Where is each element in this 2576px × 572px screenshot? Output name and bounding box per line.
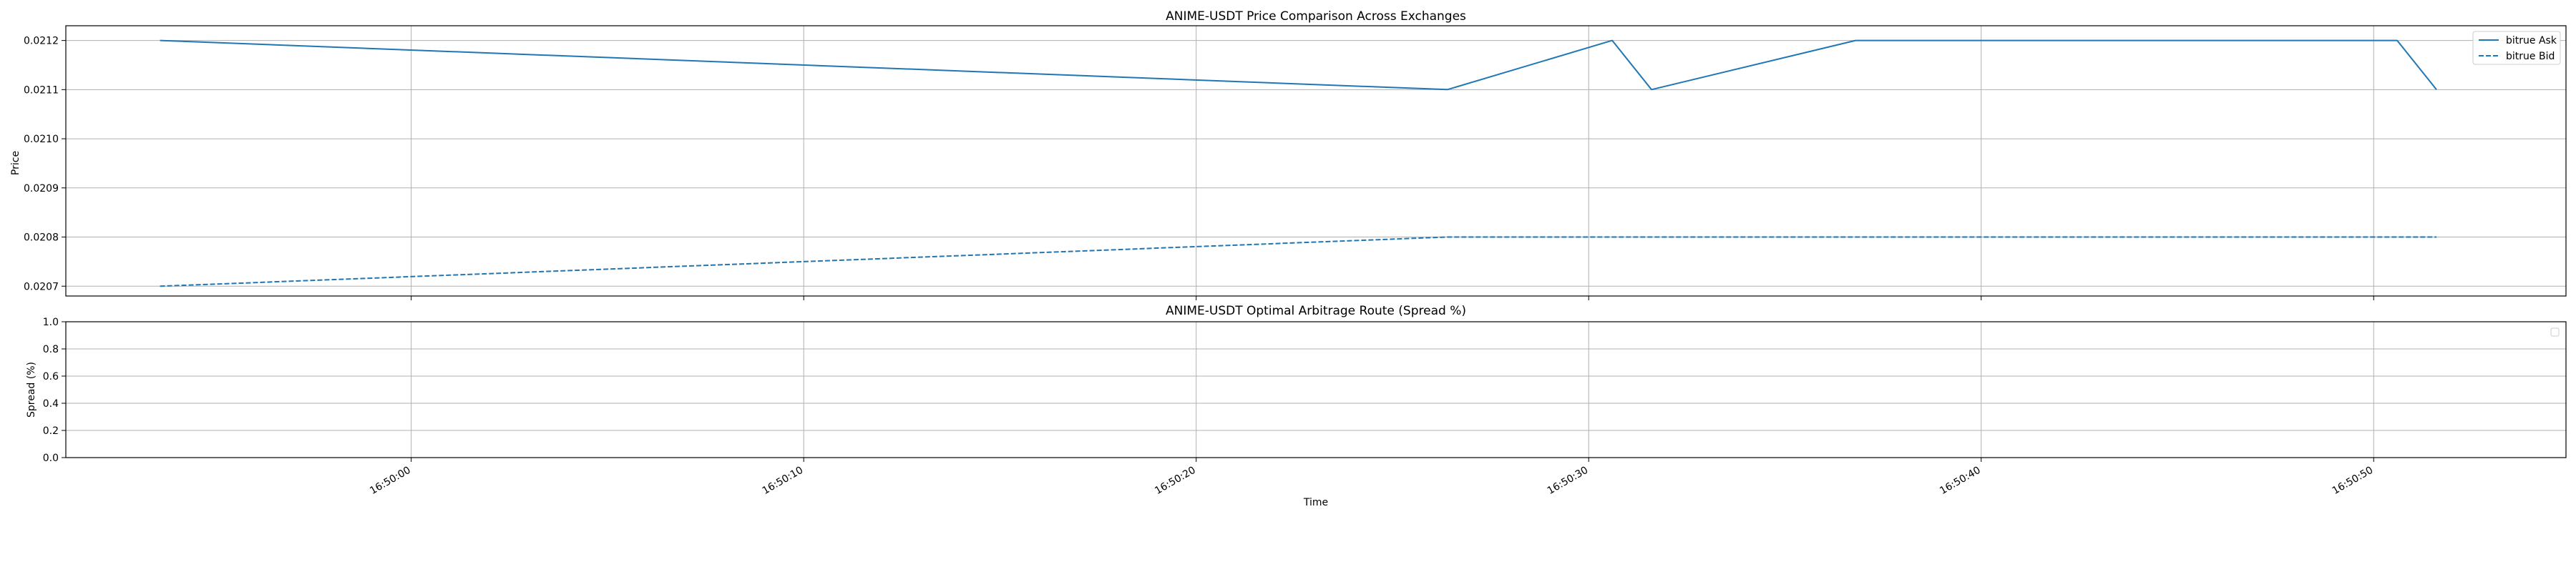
spread-x-ticks: 16:50:00 16:50:10 16:50:20 16:50:30 16:50:40… <box>368 458 2375 497</box>
y-tick-label: 0.0 <box>43 453 59 464</box>
series-line-bid <box>160 236 2436 287</box>
spread-panel: ANIME-USDT Optimal Arbitrage Route (Spre… <box>26 304 2567 508</box>
spread-grid <box>66 321 2566 458</box>
price-y-axis-label: Price <box>10 151 21 175</box>
y-tick-label: 0.0211 <box>24 84 59 96</box>
spread-x-axis-label: Time <box>1303 497 1328 508</box>
y-tick-label: 0.2 <box>43 425 59 437</box>
spread-legend-frame <box>2550 327 2560 337</box>
price-panel: ANIME-USDT Price Comparison Across Excha… <box>10 9 2567 300</box>
price-plot-frame <box>65 25 2567 297</box>
spread-chart-title: ANIME-USDT Optimal Arbitrage Route (Spre… <box>1166 304 1466 318</box>
y-tick-label: 0.0212 <box>24 36 59 47</box>
y-tick-label: 0.8 <box>43 344 59 355</box>
x-tick-label: 16:50:30 <box>1546 465 1590 497</box>
y-tick-label: 1.0 <box>43 317 59 328</box>
price-y-ticks: 0.0207 0.0208 0.0209 0.0210 0.0211 0.0212 <box>24 36 66 292</box>
x-tick-label: 16:50:20 <box>1153 465 1197 497</box>
price-series <box>160 39 2437 287</box>
price-x-ticks <box>411 296 2374 300</box>
y-tick-label: 0.4 <box>43 398 59 410</box>
price-chart-title: ANIME-USDT Price Comparison Across Excha… <box>1166 9 1466 24</box>
y-tick-label: 0.0207 <box>24 281 59 292</box>
spread-y-ticks: 0.0 0.2 0.4 0.6 0.8 1.0 <box>43 317 66 464</box>
price-legend: bitrue Ask bitrue Bid <box>2472 31 2561 65</box>
y-tick-label: 0.0208 <box>24 232 59 244</box>
spread-y-axis-label: Spread (%) <box>26 362 37 418</box>
y-tick-label: 0.0209 <box>24 183 59 194</box>
spread-plot-frame <box>65 321 2567 458</box>
x-tick-label: 16:50:40 <box>1938 465 1982 497</box>
legend-ask-label: bitrue Ask <box>2506 35 2557 46</box>
x-tick-label: 16:50:10 <box>761 465 805 497</box>
x-tick-label: 16:50:00 <box>368 465 412 497</box>
y-tick-label: 0.6 <box>43 371 59 383</box>
x-tick-label: 16:50:50 <box>2331 465 2375 497</box>
y-tick-label: 0.0210 <box>24 134 59 145</box>
legend-bid-label: bitrue Bid <box>2506 51 2555 62</box>
series-line-ask <box>160 39 2437 91</box>
price-grid <box>66 26 2566 296</box>
